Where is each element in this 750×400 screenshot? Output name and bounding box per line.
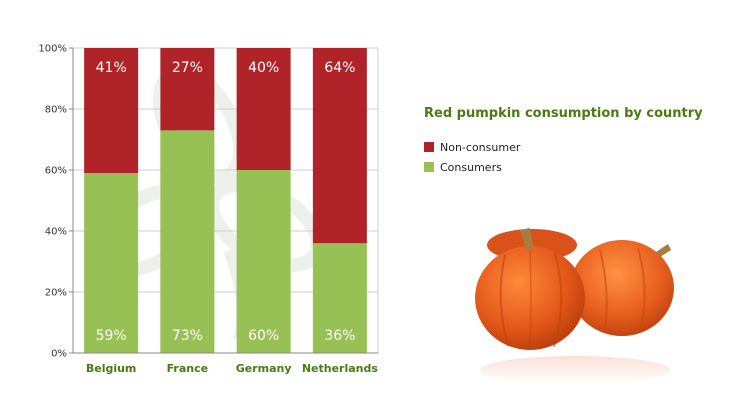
y-tick-label: 20% <box>45 288 67 299</box>
red-pumpkins-photo <box>475 228 674 384</box>
y-tick-label: 60% <box>45 166 67 177</box>
legend-label-consumers: Consumers <box>440 160 502 174</box>
bar-consumers-belgium <box>84 173 139 353</box>
data-label-consumers-belgium: 59% <box>96 328 127 344</box>
stacked-bar-chart: 59% 41% 73% 27% 60% 40% 36% 64% 0% 20% 40% 60% 80% 1… <box>38 44 379 375</box>
bar-consumers-france <box>160 130 215 353</box>
data-label-consumers-netherlands: 36% <box>324 328 355 344</box>
bar-non-consumer-france <box>160 48 215 131</box>
data-label-non-consumer-netherlands: 64% <box>324 60 355 76</box>
legend-label-non-consumer: Non-consumer <box>440 140 521 154</box>
bar-non-consumer-germany <box>236 48 291 170</box>
x-category-label: Netherlands <box>302 362 379 375</box>
y-tick-label: 80% <box>45 105 67 116</box>
y-tick-label: 100% <box>38 44 67 55</box>
bars: 59% 41% 73% 27% 60% 40% 36% 64% <box>84 48 367 353</box>
legend-swatch-consumers <box>424 162 434 172</box>
y-tick-label: 40% <box>45 227 67 238</box>
data-label-consumers-france: 73% <box>172 328 203 344</box>
legend-item-non-consumer: Non-consumer <box>424 137 734 157</box>
data-label-non-consumer-france: 27% <box>172 60 203 76</box>
bar-non-consumer-netherlands <box>312 48 367 244</box>
x-category-label: France <box>167 362 208 375</box>
data-label-non-consumer-germany: 40% <box>248 60 279 76</box>
pumpkin-reflection <box>480 356 670 384</box>
y-tick-label: 0% <box>51 349 67 360</box>
chart-title: Red pumpkin consumption by country <box>424 106 703 121</box>
stem-right <box>656 244 671 257</box>
pumpkin-right <box>570 240 674 336</box>
legend: Red pumpkin consumption by country Non-c… <box>424 106 734 177</box>
x-category-label: Belgium <box>86 362 137 375</box>
legend-item-consumers: Consumers <box>424 157 734 177</box>
axes: 0% 20% 40% 60% 80% 100% Belgium France Germany Ne… <box>38 44 379 375</box>
data-label-non-consumer-belgium: 41% <box>96 60 127 76</box>
bar-consumers-netherlands <box>312 243 367 353</box>
legend-swatch-non-consumer <box>424 142 434 152</box>
data-label-consumers-germany: 60% <box>248 328 279 344</box>
x-category-label: Germany <box>236 362 292 375</box>
bar-non-consumer-belgium <box>84 48 139 174</box>
stem-left <box>520 228 534 250</box>
bar-consumers-germany <box>236 170 291 353</box>
